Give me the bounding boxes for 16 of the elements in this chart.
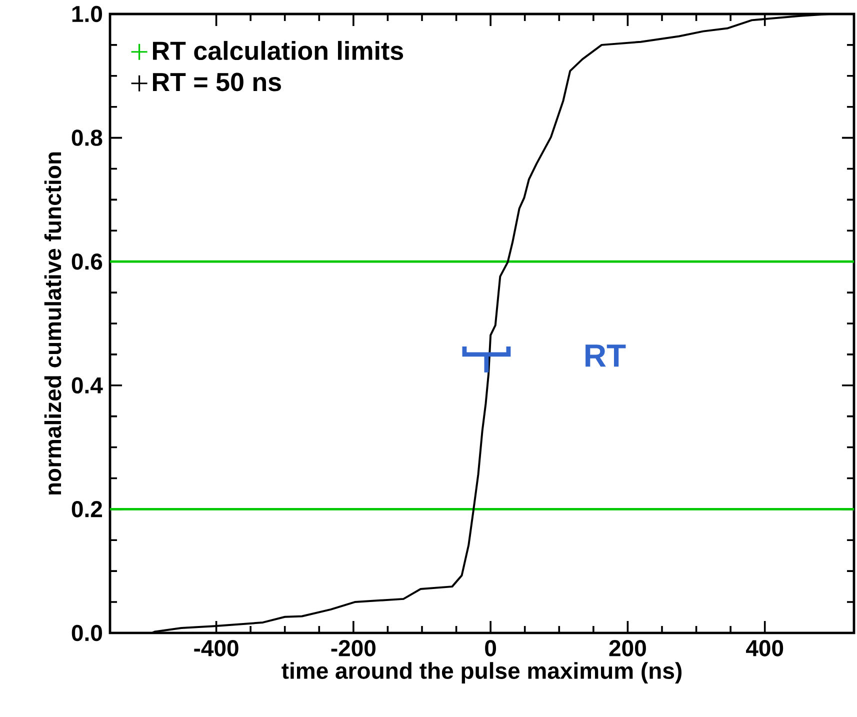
x-tick-label: -400 xyxy=(194,640,238,656)
x-tick-label: 200 xyxy=(609,640,646,656)
y-tick-label: 0.2 xyxy=(72,501,102,518)
x-axis-title: time around the pulse maximum (ns) xyxy=(282,662,682,684)
y-tick-label: 0.4 xyxy=(72,377,103,394)
x-tick-label: 400 xyxy=(746,640,784,656)
legend-label: RT = 50 ns xyxy=(153,72,281,92)
y-tick-label: 0.0 xyxy=(72,624,102,642)
y-axis-title: normalized cumulative function xyxy=(44,152,62,495)
legend-label: RT calculation limits xyxy=(153,40,404,60)
y-tick-label: 0.6 xyxy=(72,253,102,270)
x-tick-label: -200 xyxy=(331,640,376,656)
annotation: RT xyxy=(586,344,626,367)
x-tick-label: 0 xyxy=(485,640,496,656)
y-tick-label: 0.8 xyxy=(72,130,102,146)
y-tick-label: 1.0 xyxy=(72,6,102,22)
